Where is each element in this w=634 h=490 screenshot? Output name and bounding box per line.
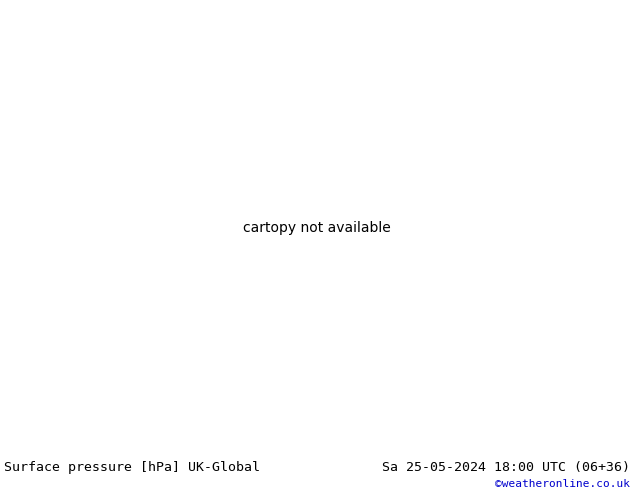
Text: Surface pressure [hPa] UK-Global: Surface pressure [hPa] UK-Global — [4, 461, 260, 474]
Text: ©weatheronline.co.uk: ©weatheronline.co.uk — [495, 479, 630, 489]
Text: cartopy not available: cartopy not available — [243, 221, 391, 235]
Text: Sa 25-05-2024 18:00 UTC (06+36): Sa 25-05-2024 18:00 UTC (06+36) — [382, 461, 630, 474]
